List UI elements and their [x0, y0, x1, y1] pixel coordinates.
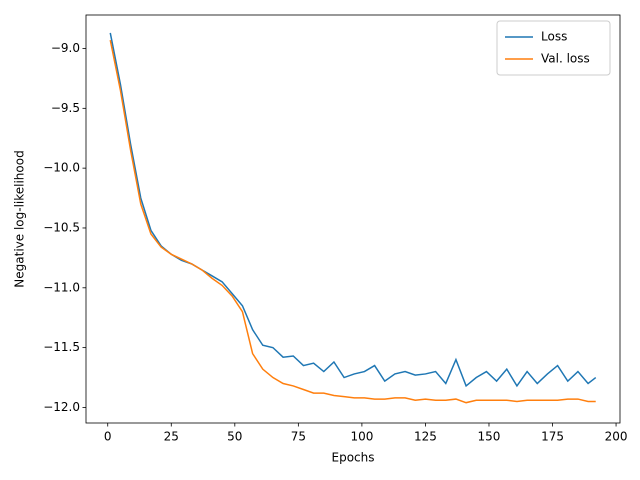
plot-frame — [85, 14, 621, 424]
y-tick-label: −9.5 — [51, 101, 80, 115]
x-axis-label: Epochs — [332, 451, 375, 465]
y-tick-label: −10.5 — [43, 220, 80, 234]
x-tick-label: 75 — [291, 430, 306, 444]
x-tick-label: 100 — [350, 430, 373, 444]
x-tick-label: 25 — [164, 430, 179, 444]
y-tick-label: −10.0 — [43, 161, 80, 175]
x-tick-label: 175 — [541, 430, 564, 444]
data-line — [109, 39, 596, 404]
legend-label: Val. loss — [541, 52, 590, 66]
y-tick-label: −12.0 — [43, 400, 80, 414]
x-tick-label: 150 — [478, 430, 501, 444]
x-tick-label: 50 — [227, 430, 242, 444]
x-tick-label: 125 — [414, 430, 437, 444]
y-tick-label: −11.5 — [43, 340, 80, 354]
x-tick-label: 0 — [104, 430, 112, 444]
legend-box — [496, 20, 611, 76]
data-line — [109, 32, 597, 388]
y-axis-label: Negative log-likelihood — [13, 150, 27, 287]
y-tick-label: −11.0 — [43, 280, 80, 294]
legend-label: Loss — [541, 30, 567, 44]
y-tick-label: −9.0 — [51, 41, 80, 55]
x-tick-label: 200 — [605, 430, 628, 444]
